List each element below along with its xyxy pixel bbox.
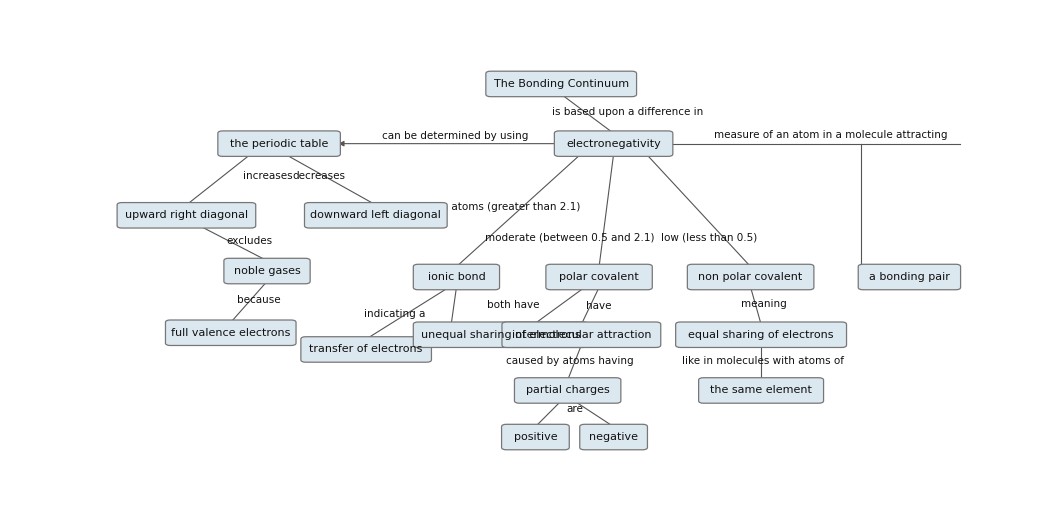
Text: The Bonding Continuum: The Bonding Continuum [494,79,629,89]
Text: noble gases: noble gases [234,266,301,276]
FancyBboxPatch shape [699,378,824,403]
Text: because: because [237,295,281,305]
Text: are: are [566,404,583,414]
FancyBboxPatch shape [118,203,256,228]
Text: transfer of electrons: transfer of electrons [310,344,423,355]
Text: measure of an atom in a molecule attracting: measure of an atom in a molecule attract… [714,130,948,140]
Text: low (less than 0.5): low (less than 0.5) [660,232,757,242]
Text: full valence electrons: full valence electrons [171,328,290,338]
FancyBboxPatch shape [413,264,499,290]
Text: the periodic table: the periodic table [230,139,329,149]
Text: can be determined by using: can be determined by using [383,131,528,141]
FancyBboxPatch shape [546,264,652,290]
Text: upward right diagonal: upward right diagonal [125,210,248,220]
Text: have: have [587,301,612,311]
FancyBboxPatch shape [502,322,660,347]
FancyBboxPatch shape [554,131,673,156]
FancyBboxPatch shape [301,337,432,362]
Text: moderate (between 0.5 and 2.1): moderate (between 0.5 and 2.1) [485,232,654,242]
Text: increases: increases [243,171,292,181]
Text: non polar covalent: non polar covalent [699,272,803,282]
FancyBboxPatch shape [676,322,847,347]
Text: partial charges: partial charges [526,386,609,396]
FancyBboxPatch shape [858,264,961,290]
Text: like in molecules with atoms of: like in molecules with atoms of [681,356,843,367]
Text: intermolecular attraction: intermolecular attraction [512,330,651,340]
FancyBboxPatch shape [515,378,621,403]
Text: excludes: excludes [227,236,272,246]
Text: decreases: decreases [292,171,345,181]
Text: is based upon a difference in: is based upon a difference in [552,107,703,117]
FancyBboxPatch shape [579,424,648,450]
Text: a bonding pair: a bonding pair [869,272,950,282]
Text: meaning: meaning [742,299,787,309]
Text: electronegativity: electronegativity [566,139,661,149]
Text: unequal sharing of electrons: unequal sharing of electrons [421,330,580,340]
Text: the same element: the same element [710,386,812,396]
Text: polar covalent: polar covalent [560,272,639,282]
FancyBboxPatch shape [224,258,310,284]
Text: negative: negative [589,432,639,442]
Text: positive: positive [514,432,557,442]
Text: both have: both have [488,300,540,310]
Text: downward left diagonal: downward left diagonal [310,210,441,220]
FancyBboxPatch shape [305,203,447,228]
FancyBboxPatch shape [501,424,569,450]
Text: ionic bond: ionic bond [427,272,486,282]
Text: indicating a: indicating a [364,309,425,318]
FancyBboxPatch shape [486,71,636,97]
Text: high difference between atoms (greater than 2.1): high difference between atoms (greater t… [321,202,580,212]
FancyBboxPatch shape [165,320,296,345]
FancyBboxPatch shape [687,264,814,290]
FancyBboxPatch shape [413,322,589,347]
Text: caused by atoms having: caused by atoms having [506,356,634,367]
FancyBboxPatch shape [217,131,340,156]
Text: equal sharing of electrons: equal sharing of electrons [688,330,834,340]
